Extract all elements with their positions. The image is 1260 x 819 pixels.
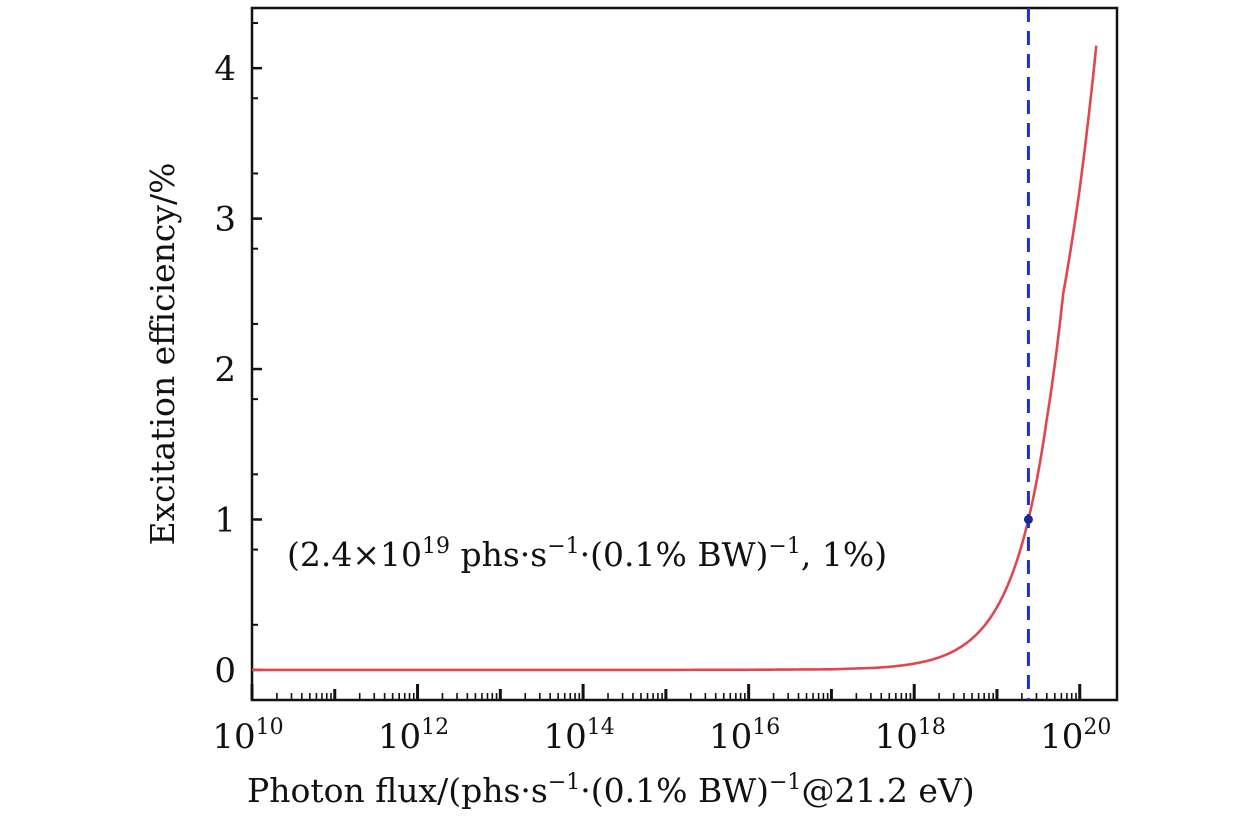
x-tick-label: 1012 [378,715,449,757]
y-tick-label: 3 [214,200,236,240]
x-tick-labels: 1010 1012 1014 1016 1018 1020 [212,715,1111,757]
major-ticks [250,66,1082,700]
y-axis-title: Excitation efficiency/% [143,162,182,545]
x-tick-label: 1018 [875,715,946,757]
y-tick-label: 1 [214,500,236,540]
y-tick-label: 0 [214,651,236,691]
x-tick-label: 1014 [543,715,614,757]
x-tick-label: 1020 [1040,715,1111,757]
marker-annotation: (2.4×1019 phs·s−1·(0.1% BW)−1, 1%) [287,534,887,574]
y-tick-label: 2 [214,350,236,390]
y-tick-label: 4 [214,49,236,89]
x-tick-label: 1016 [709,715,780,757]
y-tick-labels: 0 1 2 3 4 [214,49,236,691]
plot-frame [250,6,1119,702]
minor-ticks [252,22,1077,700]
efficiency-curve [252,45,1098,672]
x-tick-label: 1010 [212,715,283,757]
x-axis-title: Photon flux/(phs·s−1·(0.1% BW)−1@21.2 eV… [247,770,975,810]
marker-point [1023,514,1033,524]
